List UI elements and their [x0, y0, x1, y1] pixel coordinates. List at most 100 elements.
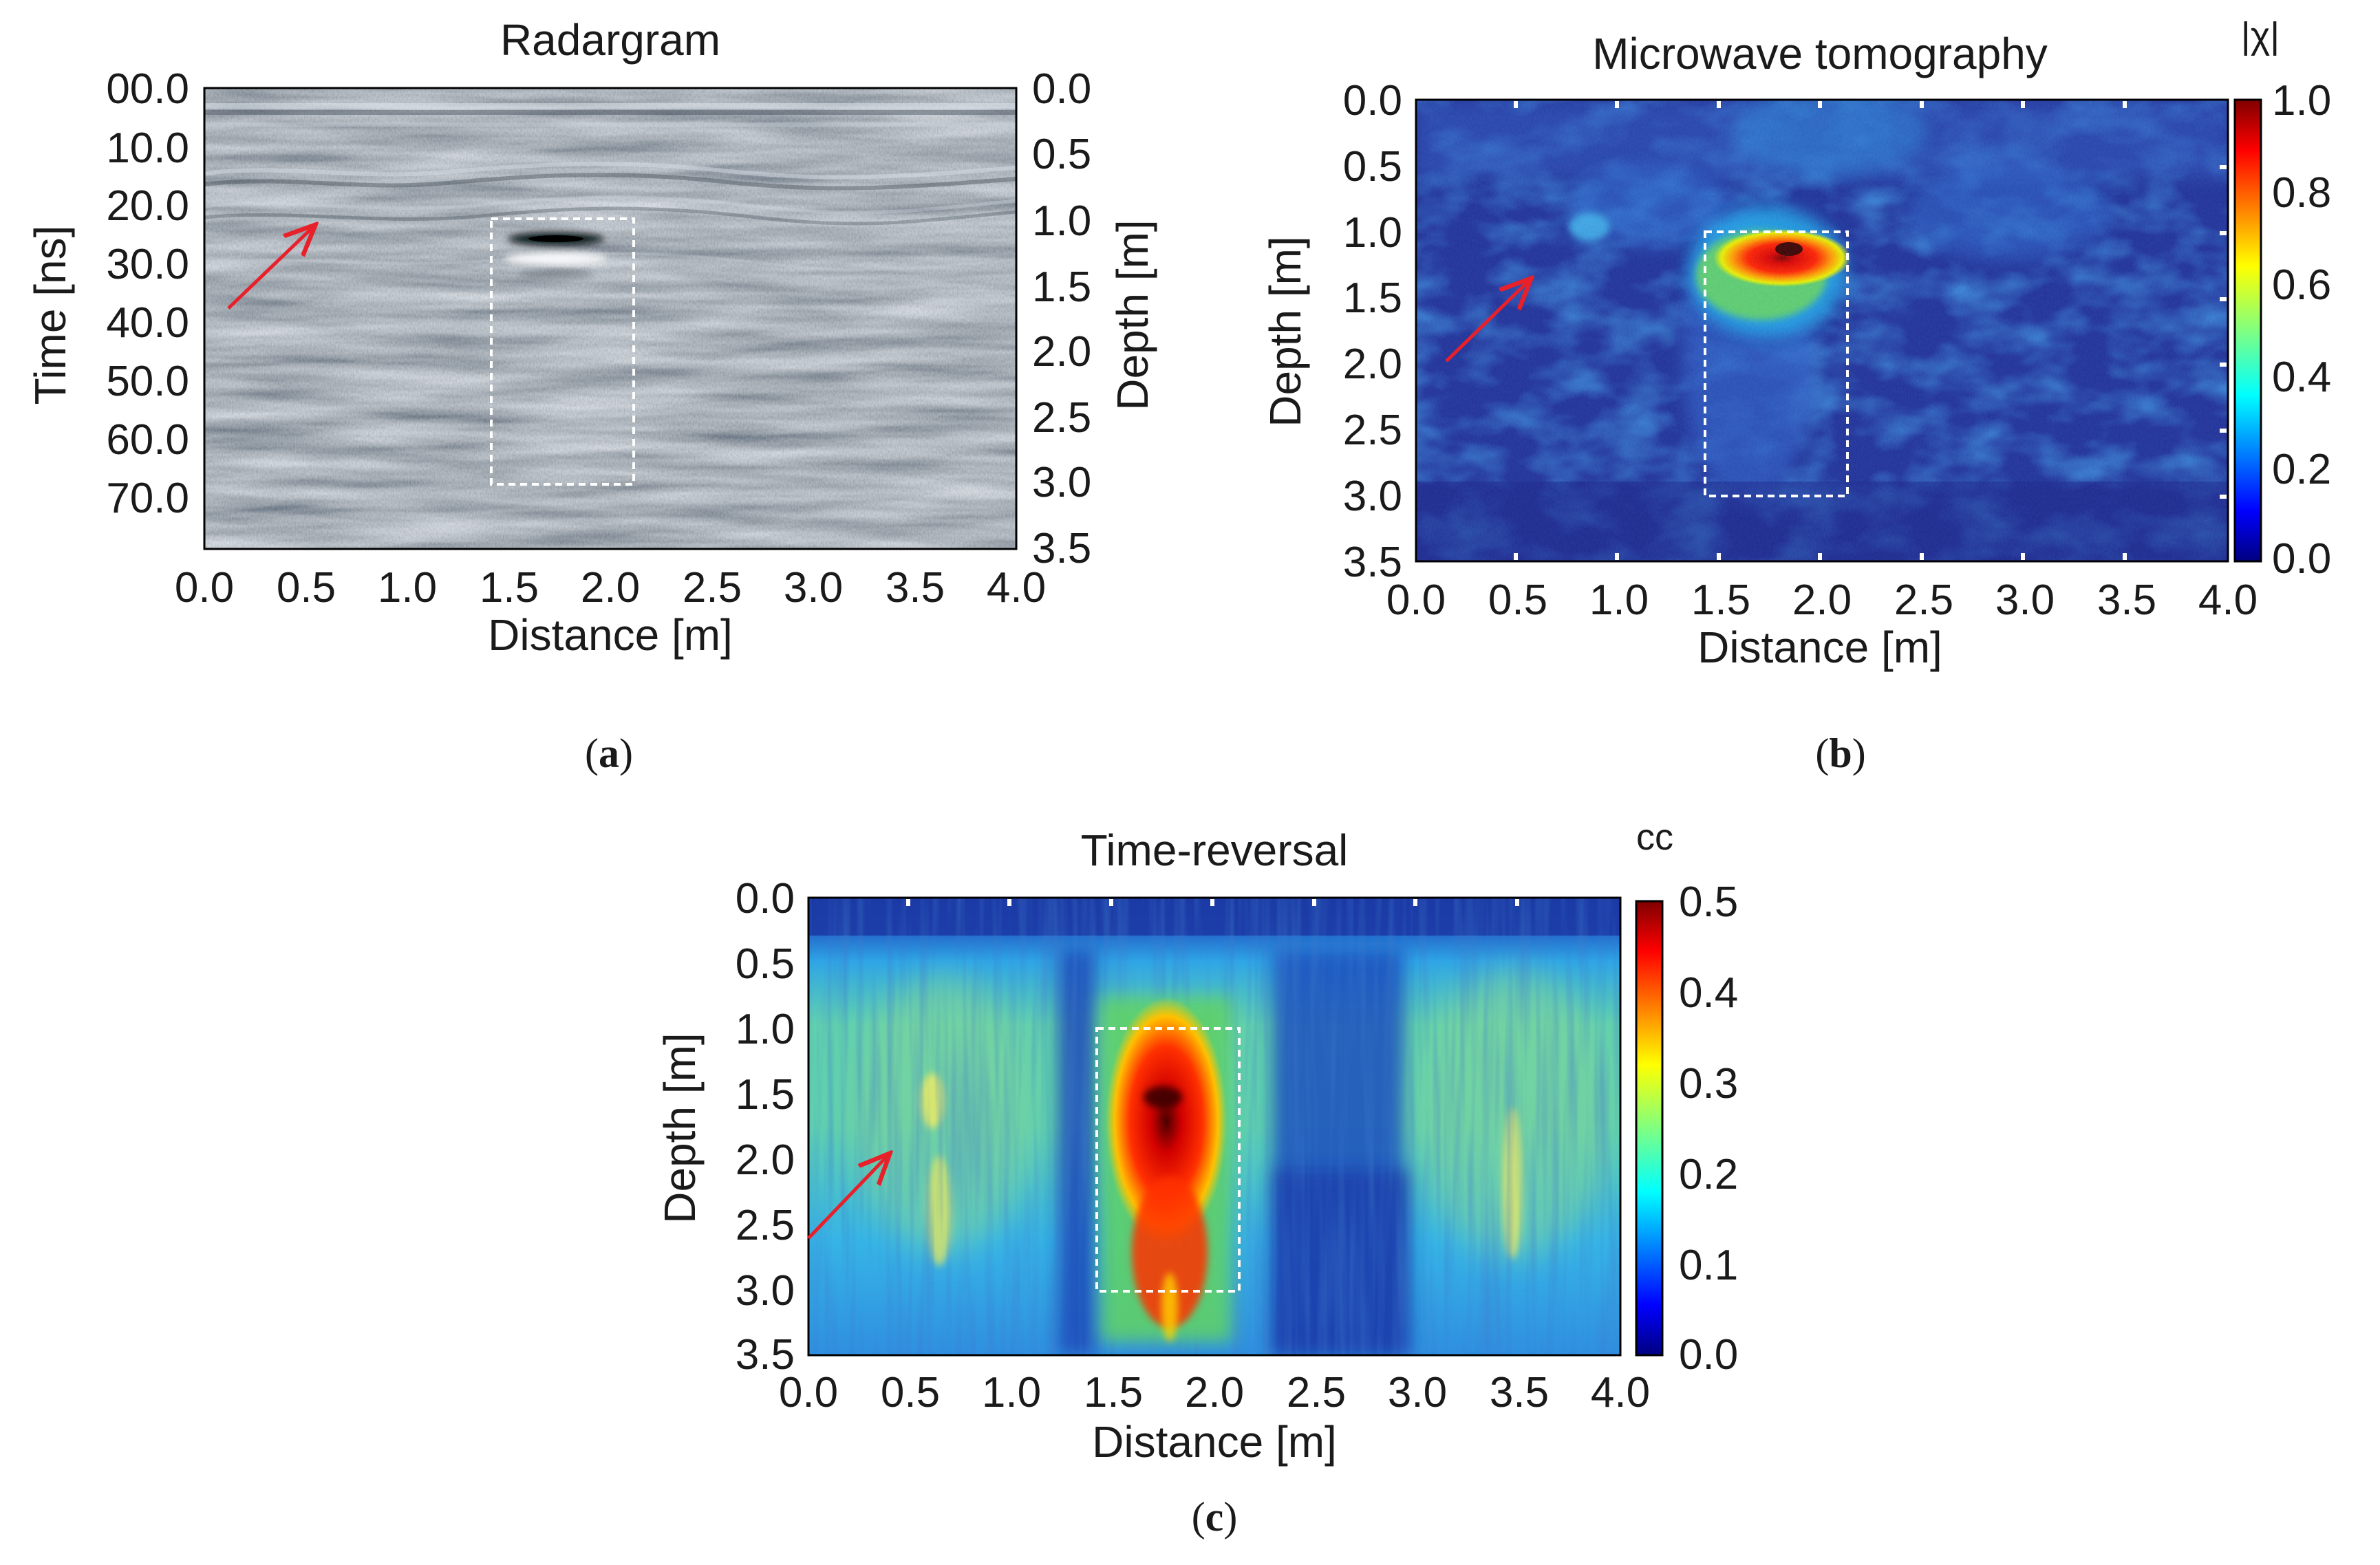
- panel-a-title: Radargram: [500, 15, 720, 65]
- panel-b-c-tick: 0.8: [2272, 169, 2331, 217]
- panel-c-x-tick: 0.0: [779, 1369, 838, 1416]
- panel-c-x-tick: 4.0: [1591, 1369, 1650, 1416]
- panel-a-x-tick: 2.0: [581, 564, 640, 612]
- panel-a-y2-tick: 0.0: [1032, 65, 1091, 113]
- panel-c-frame-ticks: [906, 899, 1519, 906]
- panel-b-x-tick: 2.5: [1894, 576, 1953, 624]
- panel-a-radargram: Radargram 00.0 10.0 20.0 30.0 40.0 50.0 …: [25, 15, 1157, 776]
- panel-c-colorbar-label: cc: [1636, 817, 1673, 858]
- panel-a-y2-tick: 0.5: [1032, 131, 1091, 178]
- panel-c-x-tick: 1.5: [1084, 1369, 1143, 1416]
- panel-a-target-box: [490, 217, 635, 486]
- panel-c-caption: (c): [1192, 1494, 1238, 1540]
- panel-b-c-tick: 0.4: [2272, 354, 2331, 401]
- panel-a-y2-tick: 2.0: [1032, 328, 1091, 376]
- panel-c-y-tick: 1.0: [736, 1006, 795, 1053]
- panel-b-x-tick: 0.5: [1488, 576, 1547, 624]
- panel-c-c-tick: 0.1: [1679, 1242, 1738, 1289]
- panel-b-y-tick: 2.0: [1343, 341, 1402, 388]
- panel-c-x-tick: 2.5: [1287, 1369, 1346, 1416]
- panel-c-xlabel: Distance [m]: [1092, 1417, 1337, 1467]
- panel-b-colorbar-label: |χ|: [2241, 15, 2280, 56]
- panel-c-colorbar-ticks: 0.5 0.4 0.3 0.2 0.1 0.0: [1679, 878, 1738, 1379]
- panel-a-y2-tick: 1.5: [1032, 263, 1091, 311]
- panel-b-x-tick: 0.0: [1386, 576, 1446, 624]
- panel-c-image: [808, 898, 1620, 1355]
- panel-a-y-tick: 40.0: [106, 299, 189, 347]
- panel-b-x-tick: 1.0: [1589, 576, 1649, 624]
- panel-a-x-tick: 3.0: [784, 564, 843, 612]
- panel-a-y2label: Depth [m]: [1108, 219, 1157, 410]
- panel-b-title: Microwave tomography: [1592, 29, 2048, 78]
- panel-a-x-tick: 2.5: [683, 564, 742, 612]
- panel-b-y-tick: 3.0: [1343, 473, 1402, 520]
- panel-b-c-tick: 0.0: [2272, 535, 2331, 583]
- panel-a-x-tick: 4.0: [987, 564, 1046, 612]
- panel-c-c-tick: 0.0: [1679, 1331, 1738, 1379]
- panel-a-y-tick: 00.0: [106, 65, 189, 113]
- panel-b-x-tick: 3.0: [1995, 576, 2055, 624]
- panel-a-caption-letter: a: [599, 731, 619, 776]
- panel-b-caption-letter: b: [1829, 731, 1852, 776]
- panel-c-x-tick: 3.0: [1388, 1369, 1447, 1416]
- panel-b-y-tick: 1.5: [1343, 274, 1402, 322]
- panel-b-y-tick: 1.0: [1343, 209, 1402, 257]
- panel-a-y-tick: 30.0: [106, 241, 189, 288]
- panel-b-x-tick: 2.0: [1792, 576, 1852, 624]
- panel-b-c-tick: 1.0: [2272, 77, 2331, 125]
- panel-c-arrow: [807, 1156, 888, 1240]
- panel-b-caption: (b): [1815, 731, 1865, 776]
- panel-c-colorbar: [1635, 900, 1664, 1357]
- panel-a-y-tick: 20.0: [106, 182, 189, 230]
- panel-a-y2-tick: 2.5: [1032, 394, 1091, 442]
- panel-c-target-box: [1095, 1027, 1241, 1293]
- panel-a-y2-tick: 3.0: [1032, 459, 1091, 506]
- panel-b-x-ticks: 0.0 0.5 1.0 1.5 2.0 2.5 3.0 3.5 4.0: [1386, 576, 2258, 624]
- panel-b-x-tick: 3.5: [2097, 576, 2156, 624]
- panel-a-x-ticks: 0.0 0.5 1.0 1.5 2.0 2.5 3.0 3.5 4.0: [175, 564, 1046, 612]
- panel-c-y-tick: 2.5: [736, 1202, 795, 1249]
- panel-a-xlabel: Distance [m]: [488, 610, 733, 660]
- panel-c-x-tick: 3.5: [1490, 1369, 1549, 1416]
- panel-c-caption-letter: c: [1205, 1494, 1224, 1540]
- panel-b-y-tick: 3.5: [1343, 539, 1402, 586]
- panel-b-x-tick: 4.0: [2198, 576, 2258, 624]
- panel-c-x-tick: 2.0: [1185, 1369, 1244, 1416]
- panel-b-microwave-tomography: Microwave tomography 0.0 0.5 1.0 1.5 2.0…: [1261, 15, 2331, 776]
- panel-a-image: [204, 88, 1016, 549]
- panel-c-y-tick: 1.5: [736, 1071, 795, 1119]
- panel-a-x-tick: 3.5: [886, 564, 945, 612]
- panel-c-c-tick: 0.3: [1679, 1060, 1738, 1108]
- panel-a-y2-tick: 1.0: [1032, 197, 1091, 245]
- panel-a-y-ticks: 00.0 10.0 20.0 30.0 40.0 50.0 60.0 70.0: [106, 65, 189, 522]
- panel-c-y-tick: 0.5: [736, 940, 795, 988]
- panel-c-x-tick: 0.5: [881, 1369, 940, 1416]
- panel-a-arrow: [227, 227, 313, 310]
- panel-a-y-tick: 10.0: [106, 125, 189, 172]
- panel-c-y-ticks: 0.0 0.5 1.0 1.5 2.0 2.5 3.0 3.5: [736, 875, 795, 1379]
- panel-a-x-tick: 0.5: [277, 564, 336, 612]
- panel-c-y-tick: 3.5: [736, 1331, 795, 1379]
- panel-a-y-tick: 70.0: [106, 475, 189, 522]
- panel-a-x-tick: 0.0: [175, 564, 234, 612]
- panel-c-c-tick: 0.4: [1679, 969, 1738, 1017]
- panel-b-c-tick: 0.6: [2272, 261, 2331, 309]
- panel-a-caption: (a): [585, 731, 633, 776]
- panel-c-time-reversal: Time-reversal 0.0 0.5 1.0 1.5 2.0 2.5 3.…: [655, 817, 1738, 1540]
- panel-a-y-tick: 60.0: [106, 416, 189, 464]
- panel-b-ylabel: Depth [m]: [1261, 236, 1310, 427]
- panel-c-x-ticks: 0.0 0.5 1.0 1.5 2.0 2.5 3.0 3.5 4.0: [779, 1369, 1650, 1416]
- panel-a-ylabel: Time [ns]: [25, 226, 75, 405]
- panel-c-y-tick: 2.0: [736, 1136, 795, 1184]
- panel-b-x-tick: 1.5: [1691, 576, 1750, 624]
- panel-a-x-tick: 1.5: [480, 564, 539, 612]
- panel-b-y-tick: 0.0: [1343, 77, 1402, 125]
- panel-b-frame-ticks: [1514, 101, 2227, 560]
- panel-b-colorbar: [2233, 98, 2262, 563]
- panel-c-c-tick: 0.5: [1679, 878, 1738, 926]
- panel-b-y-tick: 2.5: [1343, 407, 1402, 454]
- panel-c-ylabel: Depth [m]: [655, 1033, 705, 1223]
- panel-c-y-tick: 3.0: [736, 1267, 795, 1315]
- panel-b-image: [1416, 100, 2228, 561]
